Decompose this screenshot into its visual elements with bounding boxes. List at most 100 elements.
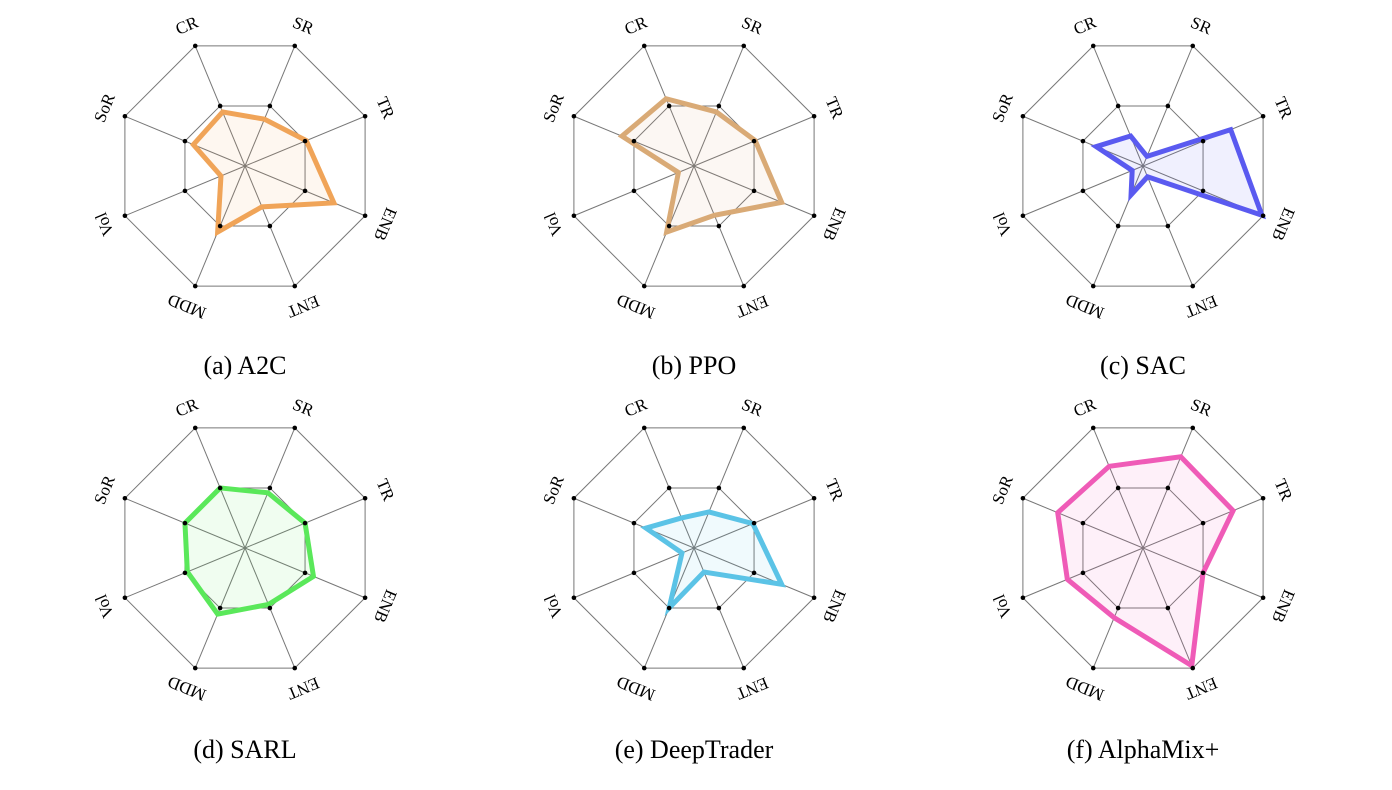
grid-dot	[1190, 43, 1196, 49]
grid-dot	[1020, 595, 1026, 601]
grid-dot	[666, 103, 672, 109]
grid-dot	[1080, 520, 1086, 526]
axis-label-mdd: MDD	[165, 290, 209, 323]
grid-dot	[1200, 138, 1206, 144]
grid-dot	[631, 570, 637, 576]
axis-label-sor: SoR	[90, 90, 119, 125]
axis-label-tr: TR	[372, 476, 398, 504]
grid-dot	[217, 485, 223, 491]
axis-label-tr: TR	[1270, 94, 1296, 122]
axis-label-sor: SoR	[988, 90, 1017, 125]
axis-label-sr: SR	[1188, 395, 1215, 421]
radar-chart-f-alphamix: CR SR TR ENB ENT MDD Vol SoR (f) AlphaMix+	[988, 394, 1299, 764]
grid-dot	[741, 43, 747, 49]
grid-dot	[741, 425, 747, 431]
grid-dot	[1090, 43, 1096, 49]
chart-caption: (b) PPO	[652, 351, 737, 380]
axis-label-sor: SoR	[539, 90, 568, 125]
grid-dot	[571, 113, 577, 119]
grid-dot	[267, 223, 273, 229]
grid-dot	[716, 103, 722, 109]
grid-dot	[362, 213, 368, 219]
grid-dot	[217, 223, 223, 229]
grid-dot	[811, 495, 817, 501]
axis-label-tr: TR	[821, 476, 847, 504]
grid-dot	[1020, 495, 1026, 501]
grid-dot	[741, 283, 747, 289]
chart-caption: (d) SARL	[193, 735, 296, 764]
grid-dot	[1190, 283, 1196, 289]
chart-caption: (e) DeepTrader	[615, 735, 774, 764]
grid-dot	[1260, 495, 1266, 501]
grid-dot	[751, 188, 757, 194]
grid-dot	[182, 520, 188, 526]
grid-dot	[1200, 520, 1206, 526]
grid-dot	[1200, 188, 1206, 194]
series-polygon	[640, 509, 786, 617]
grid-dot	[302, 138, 308, 144]
chart-caption: (a) A2C	[203, 351, 286, 380]
axis-label-ent: ENT	[284, 673, 322, 703]
grid-dot	[1165, 103, 1171, 109]
axis-label-cr: CR	[1071, 12, 1100, 38]
grid-dot	[811, 113, 817, 119]
axis-label-ent: ENT	[733, 673, 771, 703]
grid-dot	[666, 223, 672, 229]
grid-dot	[1190, 665, 1196, 671]
grid-dot	[631, 520, 637, 526]
axis-label-mdd: MDD	[1063, 290, 1107, 323]
grid-dot	[1080, 188, 1086, 194]
axis-label-cr: CR	[173, 12, 202, 38]
grid-dot	[217, 103, 223, 109]
grid-dot	[571, 595, 577, 601]
series-polygon	[190, 109, 338, 237]
grid-dot	[1115, 103, 1121, 109]
radar-chart-b-ppo: CR SR TR ENB ENT MDD Vol SoR (b) PPO	[539, 12, 850, 380]
grid-dot	[811, 213, 817, 219]
series-polygon	[1055, 454, 1237, 670]
grid-dot	[267, 103, 273, 109]
axis-label-tr: TR	[821, 94, 847, 122]
grid-dot	[192, 665, 198, 671]
grid-dot	[741, 665, 747, 671]
grid-dot	[267, 605, 273, 611]
grid-dot	[217, 605, 223, 611]
grid-dot	[1260, 113, 1266, 119]
grid-dot	[1090, 425, 1096, 431]
grid-dot	[751, 138, 757, 144]
axis-label-enb: ENB	[1268, 205, 1299, 244]
grid-dot	[1200, 570, 1206, 576]
grid-dot	[641, 283, 647, 289]
axis-label-sr: SR	[739, 13, 766, 39]
axis-label-enb: ENB	[819, 205, 850, 244]
grid-dot	[1190, 425, 1196, 431]
axis-label-mdd: MDD	[1063, 672, 1107, 705]
axis-label-ent: ENT	[284, 291, 322, 321]
grid-dot	[751, 570, 757, 576]
grid-dot	[292, 425, 298, 431]
axis-label-mdd: MDD	[614, 672, 658, 705]
grid-dot	[302, 570, 308, 576]
grid-dot	[1020, 213, 1026, 219]
axis-label-sr: SR	[290, 13, 317, 39]
grid-dot	[362, 595, 368, 601]
grid-dot	[1165, 223, 1171, 229]
axis-label-enb: ENB	[1268, 587, 1299, 626]
grid-dot	[267, 485, 273, 491]
axis-label-tr: TR	[1270, 476, 1296, 504]
grid-dot	[666, 605, 672, 611]
grid-dot	[571, 495, 577, 501]
grid-dot	[302, 188, 308, 194]
radar-chart-a-a2c: CR SR TR ENB ENT MDD Vol SoR (a) A2C	[90, 12, 401, 380]
axis-label-sor: SoR	[90, 472, 119, 507]
grid-dot	[1020, 113, 1026, 119]
grid-dot	[641, 665, 647, 671]
grid-dot	[192, 283, 198, 289]
grid-dot	[716, 223, 722, 229]
series-polygon	[1090, 126, 1267, 220]
grid-dot	[716, 485, 722, 491]
axis-label-cr: CR	[622, 394, 651, 420]
grid-dot	[122, 213, 128, 219]
grid-dot	[811, 595, 817, 601]
